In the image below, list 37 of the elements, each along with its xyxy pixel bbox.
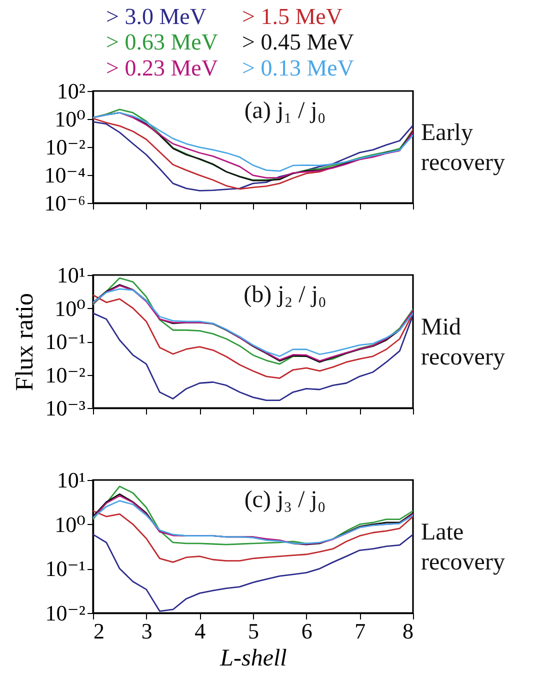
annotation: (c) j₃ / j₀ bbox=[244, 487, 326, 513]
x-axis-title: L-shell bbox=[219, 646, 288, 672]
y-tick-label: 10⁰ bbox=[54, 296, 86, 321]
y-tick-label: 10⁻¹ bbox=[45, 556, 86, 582]
x-tick-label: 4 bbox=[194, 618, 206, 644]
text: > 0.45 MeV bbox=[242, 30, 354, 54]
text: > 1.5 MeV bbox=[242, 4, 343, 29]
y-tick-label: 10² bbox=[56, 78, 86, 104]
y-tick-label: 10⁻¹ bbox=[45, 329, 86, 354]
text: > 0.63 MeV bbox=[106, 30, 218, 54]
text: Late recovery bbox=[421, 520, 505, 576]
text: Mid recovery bbox=[421, 314, 505, 370]
series-label: > 0.23 MeV bbox=[106, 56, 218, 80]
text: > 3.0 MeV bbox=[106, 4, 207, 29]
line-series bbox=[93, 312, 413, 402]
x-tick-label: 3 bbox=[141, 618, 152, 644]
y-tick-label: 10⁰ bbox=[54, 106, 86, 132]
y-tick-label: 10¹ bbox=[56, 468, 86, 492]
text: Early recovery bbox=[421, 120, 505, 176]
y-tick-label: 10⁰ bbox=[54, 512, 86, 537]
line-series bbox=[93, 534, 413, 612]
y-tick-label: 10¹ bbox=[56, 262, 86, 288]
x-tick-label: 6 bbox=[301, 618, 312, 644]
x-tick-label: 7 bbox=[354, 618, 366, 644]
y-tick-label: 10⁻⁶ bbox=[44, 190, 86, 216]
y-tick-label: 10⁻³ bbox=[45, 396, 86, 420]
x-tick-label: 8 bbox=[402, 618, 414, 644]
x-tick-label: 5 bbox=[248, 618, 259, 644]
y-axis-title: Flux ratio bbox=[11, 293, 38, 391]
y-tick-label: 10⁻⁴ bbox=[44, 162, 86, 188]
y-tick-label: 10⁻² bbox=[45, 600, 86, 626]
y-tick-label: 10⁻² bbox=[45, 134, 86, 160]
text: > 0.13 MeV bbox=[242, 56, 354, 80]
annotation: (b) j₂ / j₀ bbox=[244, 282, 326, 308]
x-tick-label: 2 bbox=[94, 618, 104, 644]
y-tick-label: 10⁻² bbox=[45, 362, 86, 388]
annotation: (a) j₁ / j₀ bbox=[244, 98, 326, 124]
